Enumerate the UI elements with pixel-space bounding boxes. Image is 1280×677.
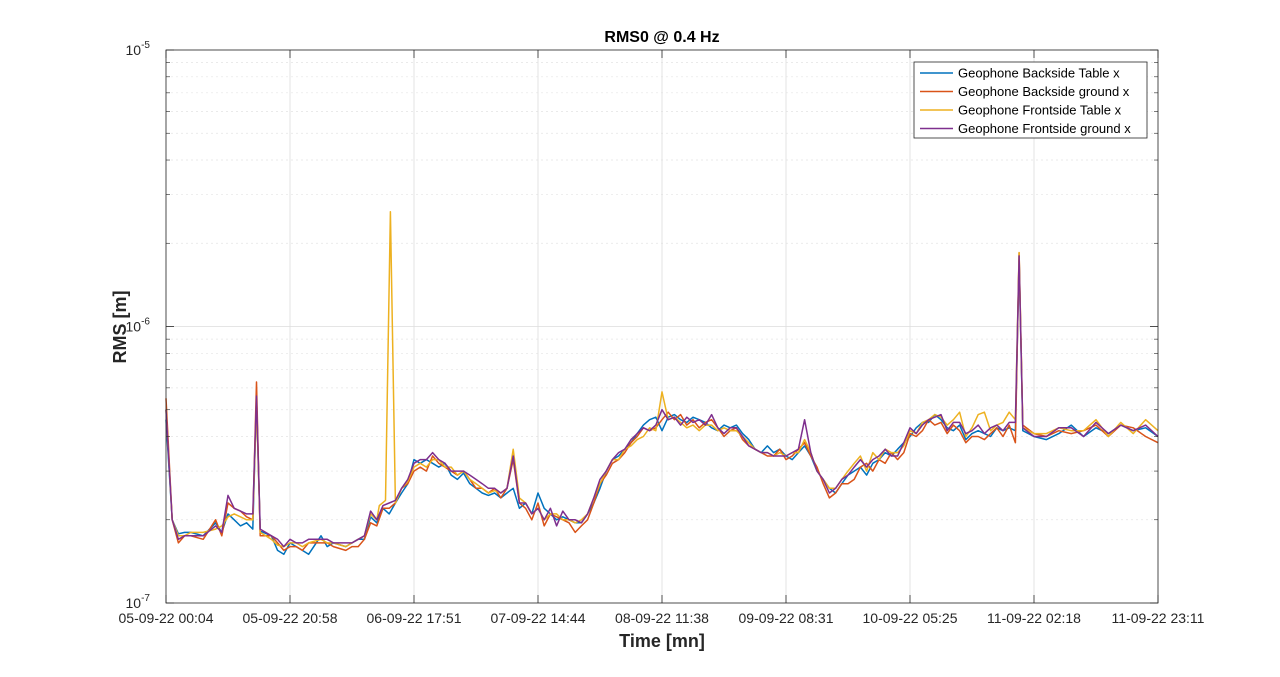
axis-ticks	[165, 49, 1159, 604]
y-tick-label: 10-5	[126, 40, 151, 58]
x-tick-label: 11-09-22 02:18	[987, 610, 1081, 626]
x-tick-label: 05-09-22 20:58	[243, 610, 338, 626]
x-tick-label: 07-09-22 14:44	[491, 610, 586, 626]
y-axis-label: RMS [m]	[110, 291, 130, 364]
legend: Geophone Backside Table x Geophone Backsi…	[913, 61, 1148, 139]
x-axis-label: Time [mn]	[619, 631, 705, 651]
x-tick-label: 06-09-22 17:51	[367, 610, 462, 626]
legend-label: Geophone Backside ground x	[958, 84, 1130, 99]
y-tick-label: 10-6	[126, 317, 151, 335]
legend-label: Geophone Frontside ground x	[958, 121, 1131, 136]
x-tick-label: 08-09-22 11:38	[615, 610, 709, 626]
series-lines	[165, 211, 1159, 556]
x-tick-label: 10-09-22 05:25	[863, 610, 958, 626]
y-tick-label: 10-7	[126, 593, 151, 611]
x-tick-label: 11-09-22 23:11	[1112, 610, 1205, 626]
chart-title: RMS0 @ 0.4 Hz	[604, 29, 719, 46]
legend-label: Geophone Backside Table x	[958, 66, 1120, 81]
y-tick-labels: 10-5 10-6 10-7	[126, 40, 151, 611]
legend-box	[913, 61, 1148, 139]
x-tick-labels: 05-09-22 00:04 05-09-22 20:58 06-09-22 17:…	[119, 610, 1205, 626]
series-line-4	[165, 255, 1159, 548]
x-tick-label: 05-09-22 00:04	[119, 610, 214, 626]
x-tick-label: 09-09-22 08:31	[739, 610, 834, 626]
legend-label: Geophone Frontside Table x	[958, 103, 1122, 118]
